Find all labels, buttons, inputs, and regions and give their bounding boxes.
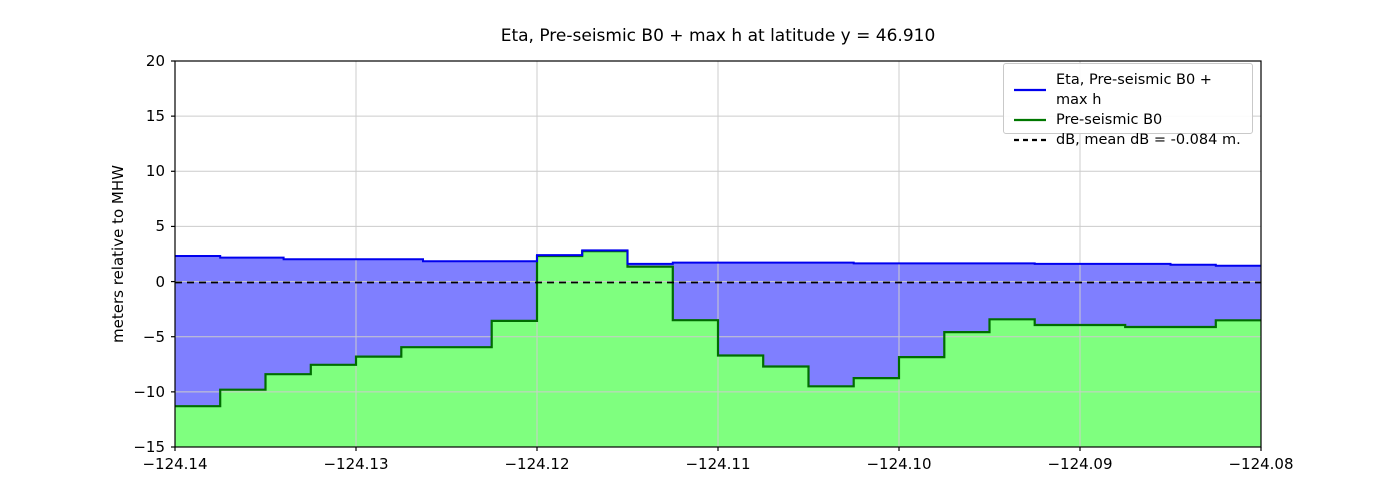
legend-line-sample <box>1014 138 1046 142</box>
legend-entry: Eta, Pre-seismic B0 + max h <box>1014 70 1242 110</box>
x-tick-label: −124.10 <box>866 455 932 473</box>
y-tick-label: 10 <box>145 162 165 181</box>
chart-title: Eta, Pre-seismic B0 + max h at latitude … <box>500 26 936 46</box>
legend-entry: dB, mean dB = -0.084 m. <box>1014 130 1242 150</box>
plot-frame <box>174 60 1262 448</box>
legend-label: Eta, Pre-seismic B0 + max h <box>1056 72 1212 108</box>
y-tick-label: −10 <box>133 382 165 401</box>
y-tick-label: −15 <box>133 438 165 456</box>
y-tick-label: 20 <box>145 52 165 70</box>
x-tick-label: −124.09 <box>1047 455 1113 473</box>
x-tick-label: −124.14 <box>142 455 208 473</box>
legend: Eta, Pre-seismic B0 + max h Pre-seismic B… <box>1003 63 1253 148</box>
y-tick-label: 0 <box>155 272 165 291</box>
legend-line-sample <box>1014 118 1046 122</box>
pre-seismic-b0-line <box>175 250 1261 408</box>
x-tick-label: −124.13 <box>323 455 389 473</box>
y-tick-label: 5 <box>155 217 165 236</box>
x-tick-label: −124.08 <box>1228 455 1294 473</box>
eta-line <box>175 249 1261 267</box>
legend-label: dB, mean dB = -0.084 m. <box>1056 132 1241 148</box>
y-tick-label: 15 <box>145 107 165 126</box>
y-tick-label: −5 <box>142 327 165 346</box>
legend-line-sample <box>1014 88 1046 92</box>
legend-label: Pre-seismic B0 <box>1056 112 1163 128</box>
x-tick-label: −124.12 <box>504 455 570 473</box>
legend-entry: Pre-seismic B0 <box>1014 110 1242 130</box>
x-tick-label: −124.11 <box>685 455 751 473</box>
